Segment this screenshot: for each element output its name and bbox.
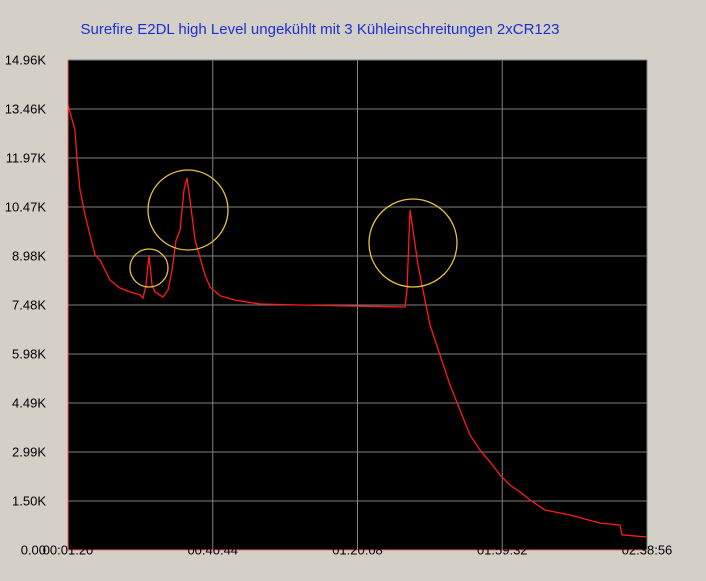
y-tick-label: 0.00 xyxy=(21,542,46,557)
marks xyxy=(67,104,647,538)
x-tick-label: 00:01:20 xyxy=(43,542,94,557)
chart-title: Surefire E2DL high Level ungekühlt mit 3… xyxy=(81,21,560,38)
y-tick-label: 4.49K xyxy=(12,395,46,410)
y-tick-label: 8.98K xyxy=(12,248,46,263)
highlight-circle xyxy=(368,198,458,288)
annotations xyxy=(129,169,458,288)
y-tick-label: 14.96K xyxy=(5,52,47,67)
y-tick-label: 10.47K xyxy=(5,199,47,214)
data-line xyxy=(67,104,647,538)
highlight-circle xyxy=(129,248,169,288)
y-tick-label: 7.48K xyxy=(12,297,46,312)
x-tick-label: 01:59:32 xyxy=(477,542,528,557)
x-tick-label: 00:40:44 xyxy=(187,542,238,557)
grid xyxy=(67,59,648,551)
x-tick-label: 02:38:56 xyxy=(622,542,673,557)
y-tick-label: 13.46K xyxy=(5,101,47,116)
y-tick-label: 11.97K xyxy=(6,150,47,165)
y-tick-label: 1.50K xyxy=(12,493,46,508)
highlight-circle xyxy=(147,169,229,251)
x-tick-label: 01:20:08 xyxy=(332,542,383,557)
y-tick-label: 2.99K xyxy=(12,444,46,459)
y-tick-label: 5.98K xyxy=(12,346,46,361)
